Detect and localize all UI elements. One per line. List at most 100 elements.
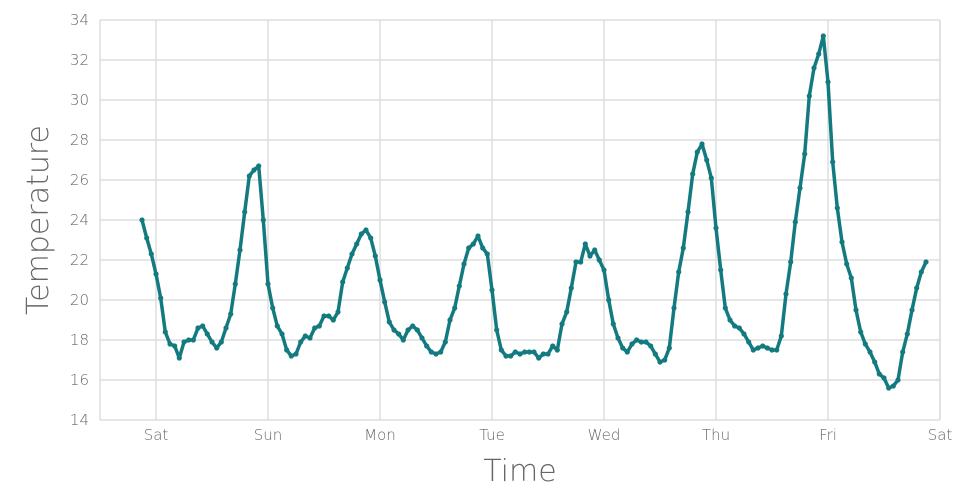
data-point — [326, 313, 332, 319]
x-tick-label: Tue — [479, 426, 505, 444]
data-point — [816, 51, 822, 57]
data-point — [470, 241, 476, 247]
data-point — [531, 349, 537, 355]
data-point — [293, 351, 299, 357]
data-point — [750, 347, 756, 353]
data-point — [830, 159, 836, 165]
data-point — [736, 325, 742, 331]
data-point — [498, 347, 504, 353]
data-point — [886, 385, 892, 391]
data-point — [242, 209, 248, 215]
data-point — [657, 359, 663, 365]
data-point — [265, 281, 271, 287]
data-point — [484, 251, 490, 257]
y-tick-label: 32 — [70, 51, 89, 69]
data-point — [900, 349, 906, 355]
data-point — [601, 267, 607, 273]
data-point — [876, 371, 882, 377]
data-point — [872, 359, 878, 365]
data-point — [685, 209, 691, 215]
data-point — [732, 323, 738, 329]
data-point — [820, 33, 826, 39]
data-point — [568, 285, 574, 291]
data-point — [648, 343, 654, 349]
data-point — [904, 331, 910, 337]
data-point — [540, 351, 546, 357]
data-point — [620, 345, 626, 351]
data-point — [559, 321, 565, 327]
data-point — [652, 351, 658, 357]
data-point — [671, 305, 677, 311]
data-point — [284, 347, 290, 353]
y-axis-ticks: 14 16 18 20 22 24 26 28 30 32 34 — [70, 11, 89, 429]
data-point — [246, 173, 252, 179]
x-tick-label: Sat — [928, 426, 953, 444]
x-tick-label: Sun — [254, 426, 283, 444]
data-point — [727, 317, 733, 323]
data-point — [746, 339, 752, 345]
data-point — [200, 323, 206, 329]
data-point — [508, 353, 514, 359]
data-point — [587, 253, 593, 259]
data-point — [690, 171, 696, 177]
data-point — [186, 337, 192, 343]
data-point — [442, 339, 448, 345]
data-point — [218, 339, 224, 345]
data-point — [844, 261, 850, 267]
data-point — [209, 339, 215, 345]
data-point — [634, 337, 640, 343]
data-point — [391, 327, 397, 333]
data-point — [536, 355, 542, 361]
data-point — [354, 241, 360, 247]
data-point — [792, 219, 798, 225]
data-point — [629, 341, 635, 347]
data-point — [340, 279, 346, 285]
data-point — [862, 341, 868, 347]
data-point — [214, 345, 220, 351]
data-point — [783, 291, 789, 297]
data-point — [606, 297, 612, 303]
data-point — [251, 167, 257, 173]
data-point — [596, 257, 602, 263]
data-point — [204, 331, 210, 337]
data-point — [358, 231, 364, 237]
data-point — [466, 245, 472, 251]
data-point — [302, 333, 308, 339]
data-point — [153, 271, 159, 277]
data-point — [260, 217, 266, 223]
data-point — [195, 325, 201, 331]
data-point — [914, 285, 920, 291]
data-point — [806, 93, 812, 99]
data-point — [256, 163, 262, 169]
y-tick-label: 24 — [70, 211, 89, 229]
x-tick-label: Fri — [819, 426, 837, 444]
data-point — [162, 329, 168, 335]
data-point — [400, 337, 406, 343]
data-point — [512, 349, 518, 355]
data-point — [615, 335, 621, 341]
data-point — [428, 349, 434, 355]
data-point — [858, 329, 864, 335]
data-point — [176, 355, 182, 361]
data-point — [741, 331, 747, 337]
x-tick-label: Thu — [702, 426, 730, 444]
data-point — [237, 247, 243, 253]
data-point — [895, 377, 901, 383]
data-point — [923, 259, 929, 265]
data-point — [181, 339, 187, 345]
data-point — [774, 347, 780, 353]
data-point — [489, 287, 495, 293]
data-point — [424, 343, 430, 349]
data-point — [839, 239, 845, 245]
data-point — [148, 251, 154, 257]
data-point — [372, 253, 378, 259]
data-point — [307, 335, 313, 341]
data-point — [848, 275, 854, 281]
series-line — [140, 34, 928, 390]
data-point — [503, 353, 509, 359]
data-point — [722, 305, 728, 311]
x-axis-ticks: Sat Sun Mon Tue Wed Thu Fri Sat — [144, 426, 953, 444]
data-point — [676, 269, 682, 275]
y-tick-label: 22 — [70, 251, 89, 269]
